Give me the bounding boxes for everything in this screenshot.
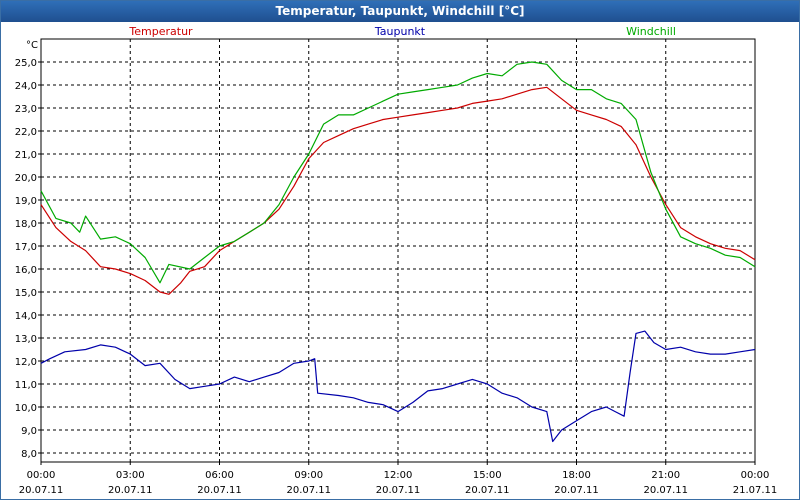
x-tick-time: 06:00 (205, 470, 234, 481)
x-tick-date: 20.07.11 (108, 485, 153, 496)
y-tick-label: 25,0 (15, 58, 37, 69)
x-tick-time: 00:00 (741, 470, 770, 481)
window-title: Temperatur, Taupunkt, Windchill [°C] (1, 1, 799, 22)
series-line-temperatur (40, 86, 756, 295)
y-tick-label: 18,0 (15, 219, 37, 230)
y-tick-label: 9,0 (21, 426, 37, 437)
legend: Temperatur Taupunkt Windchill (128, 25, 676, 38)
x-tick-time: 18:00 (562, 470, 591, 481)
y-tick-label: 12,0 (15, 357, 37, 368)
series-lines (40, 61, 756, 443)
x-tick-time: 21:00 (651, 470, 680, 481)
x-tick-time: 12:00 (384, 470, 413, 481)
y-tick-label: 15,0 (15, 288, 37, 299)
x-tick-date: 20.07.11 (554, 485, 599, 496)
y-tick-label: 20,0 (15, 173, 37, 184)
y-tick-label: 8,0 (21, 449, 37, 460)
y-tick-label: 19,0 (15, 196, 37, 207)
series-line-taupunkt (40, 330, 756, 443)
y-axis-unit: °C (26, 40, 38, 51)
legend-entry-temperatur: Temperatur (128, 25, 193, 38)
x-axis-ticks: 00:00 20.07.11 03:00 20.07.11 06:00 20.07.11 0… (19, 462, 778, 496)
legend-entry-windchill: Windchill (626, 25, 676, 38)
y-tick-label: 13,0 (15, 334, 37, 345)
y-tick-label: 14,0 (15, 311, 37, 322)
x-tick-date: 20.07.11 (643, 485, 688, 496)
y-tick-label: 23,0 (15, 104, 37, 115)
y-tick-label: 16,0 (15, 265, 37, 276)
x-tick-date: 20.07.11 (465, 485, 510, 496)
x-tick-date: 20.07.11 (197, 485, 242, 496)
x-tick-date: 21.07.11 (733, 485, 778, 496)
y-tick-label: 17,0 (15, 242, 37, 253)
y-tick-label: 22,0 (15, 127, 37, 138)
x-tick-time: 15:00 (473, 470, 502, 481)
series-line-windchill (40, 61, 756, 284)
x-tick-time: 09:00 (294, 470, 323, 481)
y-axis-ticks: 8,0 9,0 10,0 11,0 12,0 13,0 14,0 15,0 16,0 17,0 18… (15, 58, 41, 460)
y-tick-label: 24,0 (15, 81, 37, 92)
y-tick-label: 10,0 (15, 403, 37, 414)
x-tick-time: 00:00 (27, 470, 56, 481)
x-tick-time: 03:00 (116, 470, 145, 481)
y-tick-label: 21,0 (15, 150, 37, 161)
x-tick-date: 20.07.11 (286, 485, 331, 496)
x-tick-date: 20.07.11 (376, 485, 421, 496)
x-tick-date: 20.07.11 (19, 485, 64, 496)
y-tick-label: 11,0 (15, 380, 37, 391)
legend-entry-taupunkt: Taupunkt (374, 25, 426, 38)
